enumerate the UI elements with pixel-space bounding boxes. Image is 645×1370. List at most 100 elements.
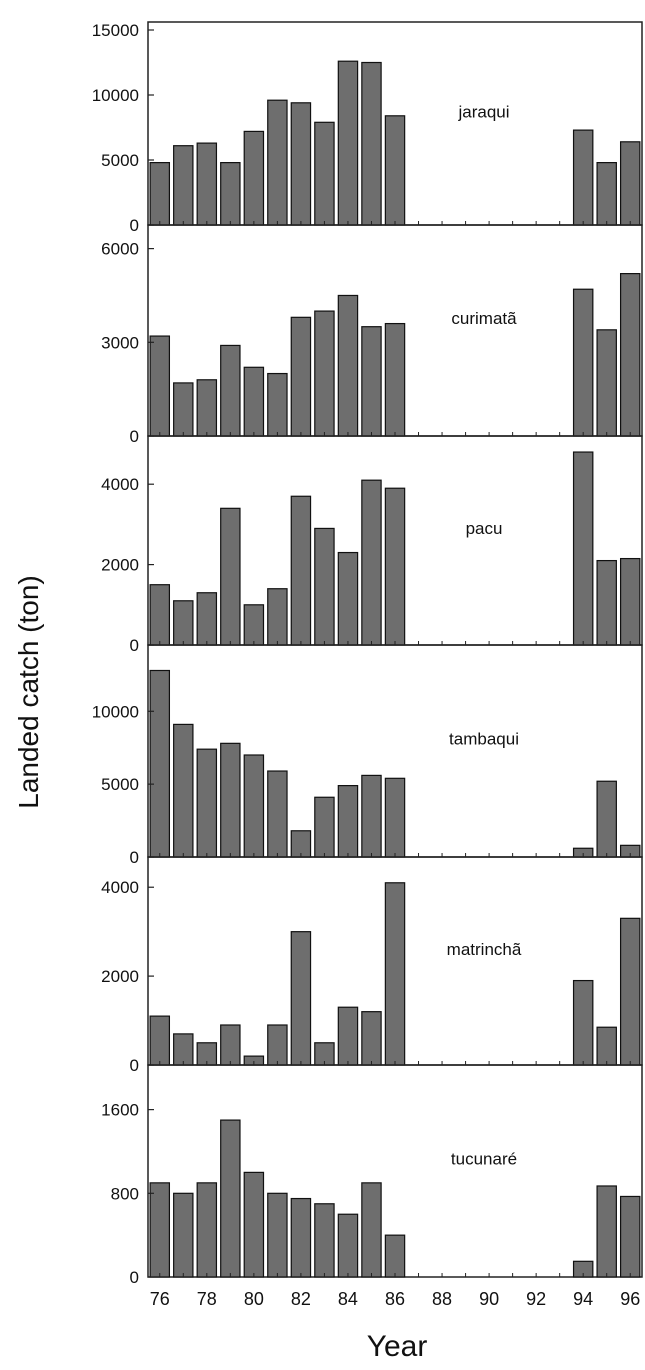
- bar-jaraqui-84: [337, 60, 359, 226]
- x-tick-label: 90: [479, 1289, 499, 1309]
- bar-pacu-94: [572, 451, 594, 646]
- bar-pacu-86: [384, 487, 406, 646]
- bar-tambaqui-86: [384, 777, 406, 858]
- bar-matrinch-81: [267, 1024, 288, 1066]
- bar-curimat-86: [384, 322, 406, 437]
- bar-tucunar-85: [361, 1182, 382, 1278]
- bar-curimat-95: [596, 329, 617, 437]
- x-tick-label: 82: [291, 1289, 311, 1309]
- bar-tucunar-77: [173, 1192, 194, 1278]
- bar-pacu-83: [314, 527, 335, 646]
- bar-matrinch-86: [384, 882, 406, 1066]
- panel-label: matrinchã: [447, 940, 522, 959]
- bar-curimat-78: [196, 379, 218, 437]
- bar-jaraqui-86: [384, 115, 406, 226]
- y-tick-label: 15000: [92, 21, 139, 40]
- y-tick-label: 0: [130, 636, 139, 655]
- y-tick-label: 0: [130, 216, 139, 235]
- bar-curimat-84: [337, 294, 359, 437]
- x-tick-label: 78: [197, 1289, 217, 1309]
- bar-curimat-85: [361, 326, 382, 437]
- bar-matrinch-82: [290, 931, 312, 1066]
- bar-matrinch-79: [220, 1024, 241, 1066]
- y-tick-label: 10000: [92, 702, 139, 721]
- x-tick-label: 86: [385, 1289, 405, 1309]
- y-tick-label: 0: [130, 848, 139, 867]
- panel-label: curimatã: [451, 309, 517, 328]
- x-tick-label: 80: [244, 1289, 264, 1309]
- x-tick-label: 84: [338, 1289, 358, 1309]
- bar-tucunar-83: [314, 1203, 335, 1278]
- bar-tucunar-96: [619, 1195, 641, 1278]
- y-tick-label: 0: [130, 1268, 139, 1287]
- panel-1: 0 3000 6000 curimatã: [101, 224, 643, 446]
- x-axis-label: Year: [367, 1330, 428, 1363]
- bar-tambaqui-78: [196, 748, 218, 858]
- bar-pacu-81: [267, 588, 288, 646]
- y-tick-label: 4000: [101, 878, 139, 897]
- panel-5: 0 800 1600 tucunaré: [101, 1064, 643, 1287]
- bar-tucunar-80: [243, 1171, 265, 1278]
- x-tick-label: 76: [150, 1289, 170, 1309]
- panel-3: 0 5000 10000 tambaqui: [92, 644, 643, 867]
- bar-jaraqui-76: [149, 162, 171, 226]
- bar-tucunar-82: [290, 1197, 312, 1278]
- y-tick-label: 0: [130, 427, 139, 446]
- bar-tucunar-84: [337, 1213, 359, 1278]
- bar-tambaqui-76: [149, 669, 171, 858]
- y-tick-label: 4000: [101, 475, 139, 494]
- bar-tucunar-78: [196, 1182, 218, 1278]
- panel-label: jaraqui: [457, 102, 509, 121]
- bar-matrinch-77: [173, 1033, 194, 1066]
- bar-tambaqui-95: [596, 780, 617, 858]
- bar-curimat-83: [314, 310, 335, 437]
- y-tick-label: 0: [130, 1056, 139, 1075]
- x-tick-label: 96: [620, 1289, 640, 1309]
- y-tick-label: 3000: [101, 333, 139, 352]
- bar-tambaqui-85: [361, 774, 382, 858]
- bar-tucunar-79: [220, 1119, 241, 1278]
- panel-label: tucunaré: [451, 1150, 517, 1169]
- panel-label: tambaqui: [449, 730, 519, 749]
- bar-curimat-81: [267, 372, 288, 437]
- panel-2: 0 2000 4000 pacu: [101, 435, 643, 655]
- bar-tambaqui-80: [243, 754, 265, 858]
- bar-pacu-85: [361, 479, 382, 646]
- bar-jaraqui-96: [619, 141, 641, 226]
- bar-curimat-76: [149, 335, 171, 437]
- bar-tambaqui-81: [267, 770, 288, 858]
- bar-pacu-76: [149, 584, 171, 646]
- bar-jaraqui-78: [196, 142, 218, 226]
- bar-pacu-96: [619, 557, 641, 646]
- bar-curimat-94: [572, 288, 594, 437]
- x-tick-label: 88: [432, 1289, 452, 1309]
- bar-jaraqui-85: [361, 61, 382, 226]
- bar-pacu-78: [196, 592, 218, 646]
- bar-jaraqui-77: [173, 145, 194, 226]
- bar-jaraqui-79: [220, 162, 241, 226]
- bar-pacu-77: [173, 600, 194, 646]
- bar-pacu-84: [337, 551, 359, 646]
- bar-jaraqui-80: [243, 130, 265, 226]
- bar-curimat-77: [173, 382, 194, 437]
- bar-pacu-95: [596, 559, 617, 646]
- y-tick-label: 5000: [101, 775, 139, 794]
- x-tick-label: 94: [573, 1289, 593, 1309]
- panel-4: 0 2000 4000 matrinchã: [101, 856, 643, 1075]
- bar-jaraqui-82: [290, 102, 312, 226]
- y-tick-label: 2000: [101, 967, 139, 986]
- bar-matrinch-96: [619, 917, 641, 1066]
- y-tick-label: 10000: [92, 86, 139, 105]
- bar-tucunar-95: [596, 1185, 617, 1278]
- y-axis-label: Landed catch (ton): [13, 575, 44, 809]
- bar-matrinch-95: [596, 1026, 617, 1066]
- y-tick-label: 5000: [101, 151, 139, 170]
- bar-tambaqui-79: [220, 742, 241, 858]
- bar-pacu-82: [290, 495, 312, 646]
- y-tick-label: 6000: [101, 240, 139, 259]
- x-tick-label: 92: [526, 1289, 546, 1309]
- y-tick-label: 1600: [101, 1101, 139, 1120]
- bar-tambaqui-77: [173, 723, 194, 858]
